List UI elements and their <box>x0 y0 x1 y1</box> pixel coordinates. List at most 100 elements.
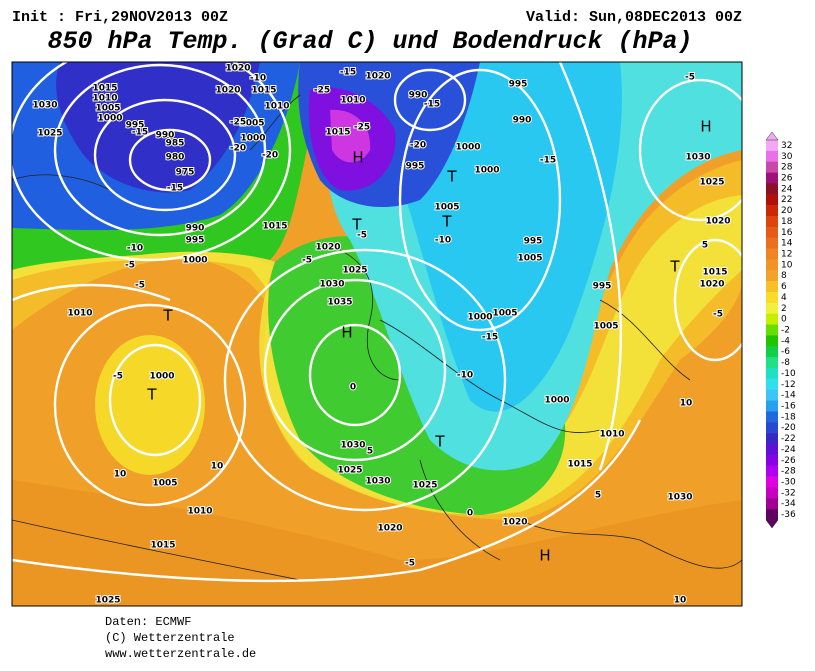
contour-label: 1005 <box>239 119 264 129</box>
init-time: Init : Fri,29NOV2013 00Z <box>12 9 228 26</box>
colorbar-cell <box>766 368 778 380</box>
contour-label: 1030 <box>685 153 710 163</box>
colorbar-cell <box>766 226 778 239</box>
colorbar-cell <box>766 183 778 195</box>
colorbar-cell <box>766 292 778 304</box>
colorbar-label: 30 <box>781 152 793 162</box>
contour-label: 1015 <box>325 128 350 138</box>
colorbar-cell <box>766 454 778 467</box>
contour-label: 995 <box>509 80 528 90</box>
contour-label: 1010 <box>599 430 624 440</box>
colorbar-label: 22 <box>781 195 792 205</box>
contour-label: -5 <box>302 256 312 266</box>
contour-label: -5 <box>113 372 123 382</box>
contour-label: -5 <box>685 73 695 83</box>
contour-label: 1010 <box>92 94 117 104</box>
contour-label: 1005 <box>95 104 120 114</box>
colorbar-label: -32 <box>781 488 796 498</box>
colorbar-tip <box>765 131 779 141</box>
colorbar-label: -16 <box>781 402 796 412</box>
colorbar-label: -24 <box>781 445 796 455</box>
contour-label: 1000 <box>149 372 174 382</box>
contour-label: 1000 <box>474 166 499 176</box>
contour-label: 1000 <box>97 114 122 124</box>
colorbar-cell <box>766 487 778 499</box>
colorbar-cell <box>766 335 778 347</box>
contour-label: 1005 <box>434 203 459 213</box>
contour-label: -20 <box>262 151 278 161</box>
colorbar-tip <box>765 519 779 529</box>
colorbar-label: -6 <box>781 347 790 357</box>
contour-label: 990 <box>156 131 175 141</box>
contour-label: -10 <box>127 244 143 254</box>
contour-label: 1025 <box>342 266 367 276</box>
colorbar-label: 6 <box>781 282 787 292</box>
valid-time: Valid: Sun,08DEC2013 00Z <box>526 9 742 26</box>
contour-label: 995 <box>126 121 145 131</box>
colorbar-label: -14 <box>781 391 796 401</box>
contour-label: -20 <box>230 144 246 154</box>
colorbar-label: -2 <box>781 326 790 336</box>
colorbar-cell <box>766 444 778 456</box>
colorbar-cell <box>766 433 778 445</box>
contour-label: -25 <box>314 86 330 96</box>
colorbar-cell <box>766 313 778 325</box>
credit: Daten: ECMWF <box>105 615 191 629</box>
contour-label: -15 <box>482 333 498 343</box>
colorbar-cell <box>766 216 778 228</box>
colorbar-cell <box>766 281 778 293</box>
contour-label: 985 <box>166 139 185 149</box>
colorbar-label: 26 <box>781 174 793 184</box>
contour-label: 5 <box>595 491 601 501</box>
contour-label: 975 <box>176 168 195 178</box>
contour-label: 990 <box>513 116 532 126</box>
pressure-center: T <box>446 168 457 186</box>
pressure-center: H <box>700 118 711 136</box>
contour-label: 1015 <box>702 268 727 278</box>
contour-label: 0 <box>467 509 473 519</box>
colorbar-cell <box>766 205 778 217</box>
contour-label: 10 <box>114 470 127 480</box>
colorbar-label: 14 <box>781 239 793 249</box>
contour-label: -10 <box>435 236 451 246</box>
contour-label: 5 <box>367 447 373 457</box>
contour-label: 1010 <box>187 507 212 517</box>
contour-label: 1000 <box>467 313 492 323</box>
contour-label: 1030 <box>319 280 344 290</box>
contour-label: 1015 <box>251 86 276 96</box>
contour-label: 1025 <box>37 129 62 139</box>
contour-label: 1020 <box>377 524 402 534</box>
colorbar-cell <box>766 161 778 173</box>
contour-label: 980 <box>166 153 185 163</box>
colorbar-cell <box>766 248 778 260</box>
pressure-center: H <box>341 324 352 342</box>
colorbar-label: -4 <box>781 336 790 346</box>
credit: www.wetterzentrale.de <box>105 647 256 661</box>
colorbar-cell <box>766 465 778 477</box>
colorbar-label: 8 <box>781 271 787 281</box>
colorbar-label: -34 <box>781 499 796 509</box>
colorbar-label: -10 <box>781 369 796 379</box>
colorbar-label: -12 <box>781 380 796 390</box>
contour-label: -15 <box>540 156 556 166</box>
colorbar-cell <box>766 194 778 206</box>
colorbar-label: -8 <box>781 358 790 368</box>
contour-label: 1020 <box>705 217 730 227</box>
contour-label: 1025 <box>412 481 437 491</box>
colorbar-label: 2 <box>781 304 787 314</box>
contour-label: 1005 <box>517 254 542 264</box>
contour-label: -15 <box>132 128 148 138</box>
contour-label: 1010 <box>340 96 365 106</box>
colorbar-label: 10 <box>781 260 793 270</box>
contour-label: -5 <box>713 310 723 320</box>
colorbar-label: -30 <box>781 478 796 488</box>
pressure-center: T <box>669 258 680 276</box>
contour-label: 1015 <box>567 460 592 470</box>
colorbar-cell <box>766 237 778 249</box>
contour-label: -25 <box>354 123 370 133</box>
contour-label: 995 <box>186 236 205 246</box>
colorbar-label: -20 <box>781 423 796 433</box>
colorbar: 32302826242220181614121086420-2-4-6-8-10… <box>765 131 796 529</box>
contour-label: 1025 <box>699 178 724 188</box>
contour-label: -20 <box>410 141 426 151</box>
